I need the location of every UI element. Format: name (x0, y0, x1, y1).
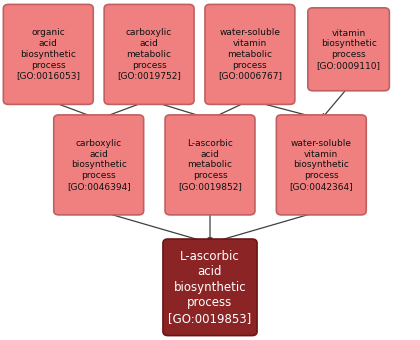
Text: L-ascorbic
acid
biosynthetic
process
[GO:0019853]: L-ascorbic acid biosynthetic process [GO… (168, 250, 252, 325)
Text: carboxylic
acid
biosynthetic
process
[GO:0046394]: carboxylic acid biosynthetic process [GO… (67, 139, 131, 191)
Text: organic
acid
biosynthetic
process
[GO:0016053]: organic acid biosynthetic process [GO:00… (16, 29, 80, 80)
FancyBboxPatch shape (205, 4, 295, 104)
FancyBboxPatch shape (276, 115, 366, 215)
FancyBboxPatch shape (308, 8, 389, 91)
Text: carboxylic
acid
metabolic
process
[GO:0019752]: carboxylic acid metabolic process [GO:00… (117, 29, 181, 80)
Text: L-ascorbic
acid
metabolic
process
[GO:0019852]: L-ascorbic acid metabolic process [GO:00… (178, 139, 242, 191)
FancyBboxPatch shape (54, 115, 144, 215)
Text: vitamin
biosynthetic
process
[GO:0009110]: vitamin biosynthetic process [GO:0009110… (317, 29, 381, 70)
FancyBboxPatch shape (3, 4, 93, 104)
FancyBboxPatch shape (163, 239, 257, 336)
Text: water-soluble
vitamin
metabolic
process
[GO:0006767]: water-soluble vitamin metabolic process … (218, 29, 282, 80)
FancyBboxPatch shape (104, 4, 194, 104)
FancyBboxPatch shape (165, 115, 255, 215)
Text: water-soluble
vitamin
biosynthetic
process
[GO:0042364]: water-soluble vitamin biosynthetic proce… (289, 139, 353, 191)
